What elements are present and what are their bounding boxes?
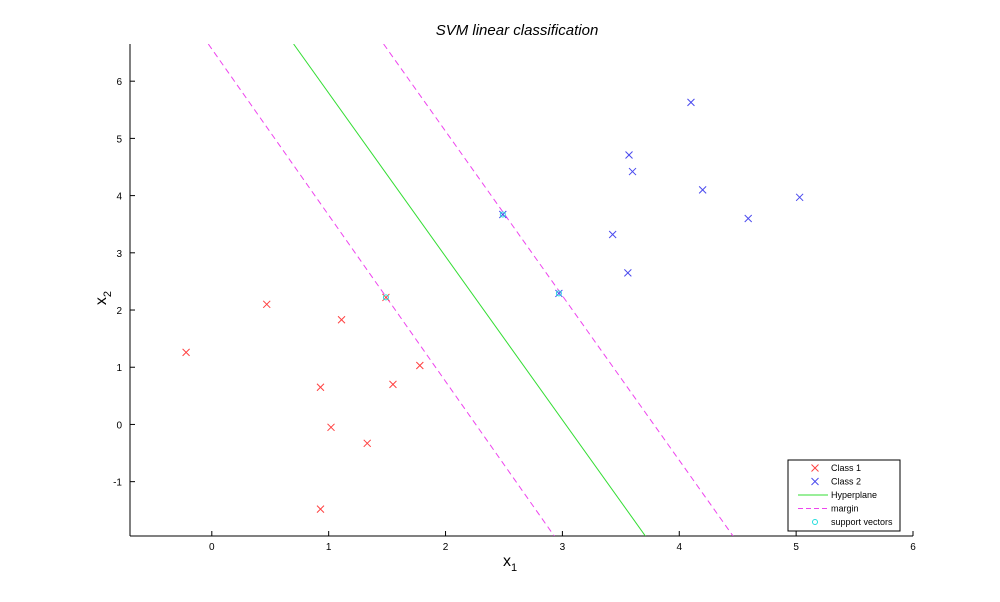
x-axis-label-subscript: 1 — [511, 562, 517, 574]
support-vector-2 — [499, 211, 506, 218]
class-2-point-8 — [555, 289, 563, 298]
y-tick-label-2: 1 — [116, 363, 122, 374]
legend-label-hyperplane: Hyperplane — [831, 490, 877, 500]
class-2-point-0 — [687, 98, 695, 107]
class-2-point-2-stroke-b — [628, 167, 637, 176]
class-1-point-6 — [327, 423, 335, 432]
class-1-point-3 — [415, 361, 424, 370]
class-1-point-8-stroke-b — [316, 505, 325, 513]
legend-symbol-class-2-stroke-b — [811, 477, 819, 486]
hyperplane-line — [293, 44, 646, 536]
class-2-point-8-stroke-b — [555, 289, 563, 298]
x-tick-label-3: 3 — [560, 542, 566, 553]
class-1-point-4-stroke-b — [389, 380, 397, 389]
chart-title: SVM linear classification — [436, 22, 599, 39]
class-1-point-1-stroke-b — [262, 300, 271, 309]
class-1-point-7 — [363, 439, 372, 448]
class-1-point-0 — [182, 348, 190, 357]
x-tick-label-1: 1 — [326, 542, 332, 553]
x-tick-label-0: 0 — [209, 542, 215, 553]
class-1-point-9 — [382, 293, 390, 302]
class-2-point-6-stroke-b — [608, 230, 617, 239]
margin-line-1 — [207, 44, 555, 536]
class-2-point-0-stroke-b — [687, 98, 695, 107]
class-1-point-8 — [316, 505, 325, 513]
class-1-point-5-stroke-b — [316, 383, 325, 392]
class-2-point-4 — [795, 193, 804, 202]
y-tick-label-4: 3 — [116, 249, 122, 260]
legend-symbol-support-vectors — [812, 519, 818, 525]
class-1-point-6-stroke-b — [327, 423, 335, 432]
class-1-point-5 — [316, 383, 325, 392]
class-1-point-2 — [337, 315, 346, 324]
legend-label-class-2: Class 2 — [831, 477, 861, 487]
class-1-point-4 — [389, 380, 397, 389]
class-2-point-3 — [698, 186, 707, 194]
x-tick-label-4: 4 — [676, 542, 682, 553]
class-2-point-1-stroke-b — [625, 151, 633, 159]
y-axis-label: x2 — [93, 291, 114, 305]
legend: Class 1 Class 2 Hyperplane margin support ve… — [787, 459, 901, 532]
class-1-point-3-stroke-b — [415, 361, 424, 370]
x-tick-label-6: 6 — [910, 542, 916, 553]
class-1-point-0-stroke-b — [182, 348, 190, 357]
legend-label-class-1: Class 1 — [831, 463, 861, 473]
x-axis-label: x1 — [503, 553, 517, 574]
class-2-point-6 — [608, 230, 617, 239]
class-2-point-7-stroke-b — [623, 268, 632, 277]
support-vector-1 — [555, 290, 562, 297]
legend-symbol-class-1 — [811, 464, 819, 472]
axes: 0 1 2 3 4 5 6 -1 0 1 2 3 4 5 6 — [113, 44, 916, 553]
class-2-point-1 — [625, 151, 633, 159]
class-1-point-7-stroke-b — [363, 439, 372, 448]
class-2-point-2 — [628, 167, 637, 176]
margin-line-2 — [383, 44, 734, 536]
class-1-point-9-stroke-b — [382, 293, 390, 302]
legend-label-margin: margin — [831, 504, 859, 514]
legend-label-support-vectors: support vectors — [831, 517, 893, 527]
class-2-point-3-stroke-b — [698, 186, 707, 194]
y-axis-label-subscript: 2 — [102, 291, 114, 297]
x-tick-label-2: 2 — [443, 542, 449, 553]
class-2-point-4-stroke-b — [795, 193, 804, 202]
class-2-point-5-stroke-b — [744, 214, 753, 223]
legend-symbol-class-1-stroke-b — [811, 464, 819, 472]
y-tick-label-7: 6 — [116, 77, 122, 88]
class-1-point-2-stroke-b — [337, 315, 346, 324]
support-vector-0 — [382, 294, 389, 301]
y-tick-label-0: -1 — [113, 478, 122, 489]
y-tick-label-1: 0 — [116, 420, 122, 431]
class-1-point-1 — [262, 300, 271, 309]
class-2-point-5 — [744, 214, 753, 223]
legend-symbol-class-2 — [811, 477, 819, 486]
y-tick-label-6: 5 — [116, 134, 122, 145]
y-tick-label-3: 2 — [116, 306, 122, 317]
x-tick-label-5: 5 — [793, 542, 799, 553]
plot-marks — [182, 44, 804, 536]
class-2-point-9-stroke-b — [498, 210, 507, 219]
class-2-point-9 — [498, 210, 507, 219]
y-tick-label-5: 4 — [116, 192, 122, 203]
class-2-point-7 — [623, 268, 632, 277]
